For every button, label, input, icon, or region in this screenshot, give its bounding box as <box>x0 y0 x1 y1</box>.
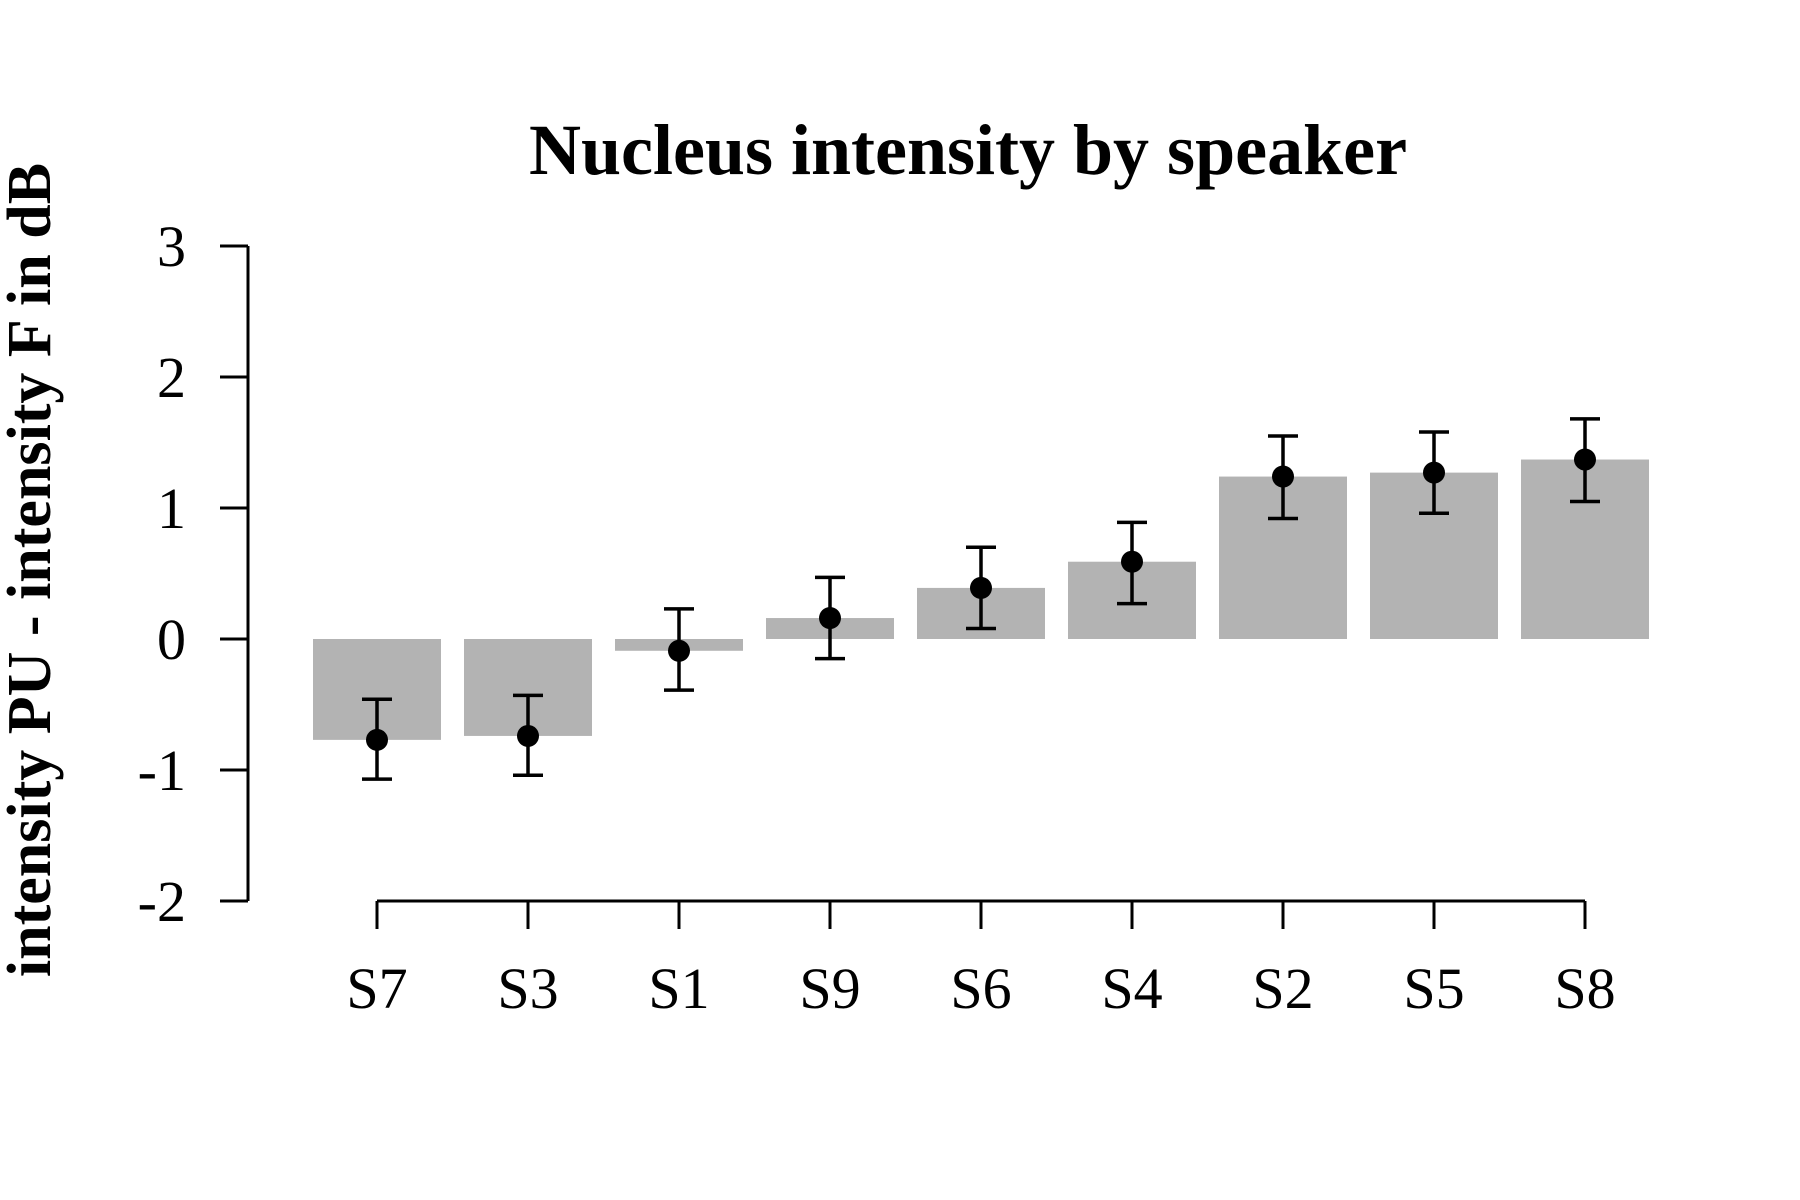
point-s9 <box>819 607 841 630</box>
point-s6 <box>970 576 992 599</box>
x-tick-label-s3: S3 <box>497 956 558 1021</box>
chart-title: Nucleus intensity by speaker <box>529 110 1407 190</box>
points-layer <box>366 448 1596 751</box>
point-s5 <box>1423 461 1445 484</box>
x-tick-label-s7: S7 <box>346 956 407 1021</box>
point-s8 <box>1574 448 1596 471</box>
point-s2 <box>1272 465 1294 488</box>
x-tick-label-s9: S9 <box>799 956 860 1021</box>
x-tick-label-s8: S8 <box>1554 956 1615 1021</box>
y-axis-label: intensity PU - intensity F in dB <box>0 163 64 977</box>
x-tick-label-s6: S6 <box>950 956 1011 1021</box>
point-s4 <box>1121 550 1143 573</box>
y-tick-label-1: 1 <box>157 476 186 541</box>
point-s1 <box>668 639 690 662</box>
y-axis: -2 -1 0 1 2 3 <box>138 214 250 934</box>
y-tick-label--2: -2 <box>138 869 186 934</box>
x-axis: S7 S3 S1 S9 S6 S4 S2 S5 S8 <box>346 899 1616 1021</box>
y-tick-label-0: 0 <box>157 607 186 672</box>
point-s7 <box>366 728 388 751</box>
y-tick-label--1: -1 <box>138 738 186 803</box>
x-tick-label-s1: S1 <box>648 956 709 1021</box>
x-tick-label-s5: S5 <box>1403 956 1464 1021</box>
x-tick-label-s2: S2 <box>1252 956 1313 1021</box>
point-s3 <box>517 724 539 747</box>
y-tick-label-2: 2 <box>157 345 186 410</box>
y-tick-label-3: 3 <box>157 214 186 279</box>
x-tick-label-s4: S4 <box>1101 956 1162 1021</box>
